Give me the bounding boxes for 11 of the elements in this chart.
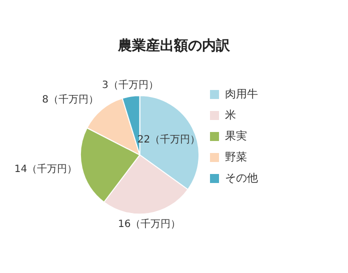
legend-label: その他 <box>225 171 258 184</box>
legend-label: 肉用牛 <box>225 87 258 100</box>
data-label: 14（千万円） <box>14 162 78 175</box>
data-label: 8（千万円） <box>42 93 98 106</box>
legend-label: 果実 <box>225 129 247 142</box>
data-label: 16（千万円） <box>118 218 181 230</box>
legend-label: 米 <box>225 108 236 122</box>
data-label: 22（千万円） <box>137 134 200 146</box>
legend-label: 野菜 <box>225 150 247 164</box>
chart-title: 農業産出額の内訳 <box>117 37 231 54</box>
data-label: 3（千万円） <box>102 78 158 91</box>
